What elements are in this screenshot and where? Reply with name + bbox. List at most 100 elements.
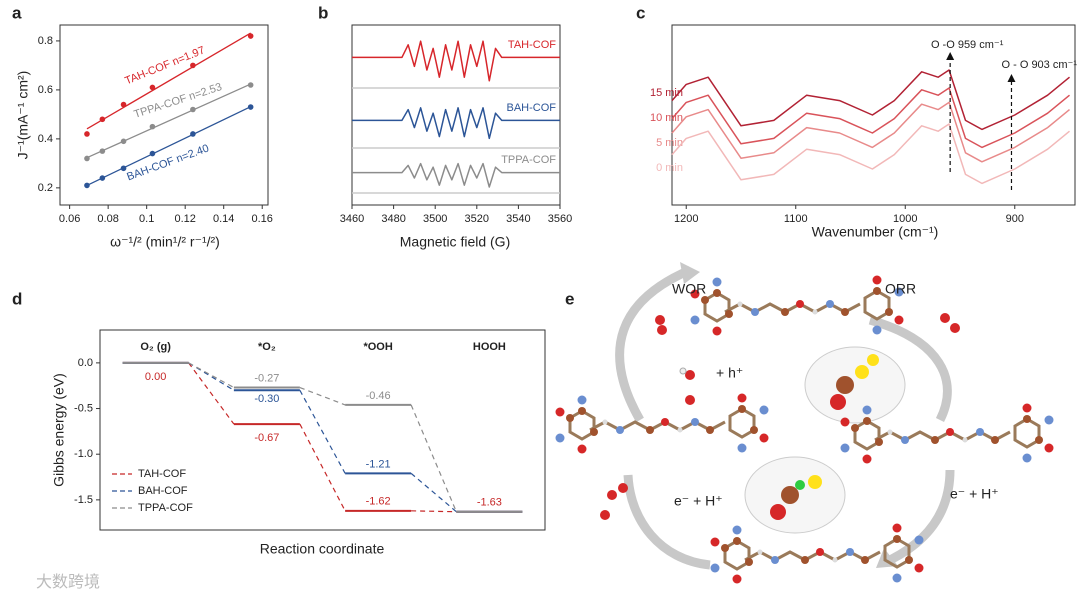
panel-letter: e [565,289,574,308]
point [247,104,254,110]
y-tick-label: 0.2 [38,182,53,194]
value-label: -0.30 [254,393,279,405]
point [120,101,127,108]
panel-letter: a [12,3,22,22]
connector [299,389,346,474]
series-line [671,101,1071,163]
y-tick-label: 0.6 [38,84,53,96]
point [190,106,196,113]
cycle-arrow [623,474,711,570]
x-axis-label: Wavenumber (cm⁻¹) [812,224,939,240]
cycle-arrow [615,265,692,423]
series-label: TAH-COF [508,39,556,51]
value-label: -0.27 [254,372,279,384]
zoom-bubble [804,346,906,424]
connector [299,423,346,512]
category-label: O₂ (g) [140,341,171,353]
label: e⁻ + H⁺ [950,486,999,502]
value-label: -1.63 [477,497,502,509]
x-tick-label: 0.12 [174,213,195,225]
y-tick-label: 0.4 [38,133,53,145]
label: ORR [885,281,916,297]
x-axis-label: Magnetic field (G) [400,234,510,250]
annotation: O - O 903 cm⁻¹ [1002,59,1078,71]
series-line [671,123,1071,185]
y-tick-label: 0.8 [38,35,53,47]
x-tick-label: 0.08 [97,213,118,225]
value-label: -1.21 [366,458,391,470]
point [120,138,127,145]
fit-line [86,32,251,130]
x-tick-label: 0.1 [139,213,154,225]
fit-line [86,83,251,159]
series-line [352,40,560,82]
point [120,165,127,172]
panel-e: e WOR ORR + h⁺ e⁻ + H⁺ e⁻ + H⁺ [554,262,1055,585]
arrowhead [680,262,700,284]
axes-frame [59,24,269,206]
point [190,62,196,69]
y-tick-label: -0.5 [74,402,93,414]
point [84,155,90,162]
annotation: O -O 959 cm⁻¹ [931,39,1004,51]
point [247,82,254,88]
point [190,131,196,137]
x-tick-label: 1000 [893,213,917,225]
connector [188,362,235,391]
annotation: BAH-COF n=2.40 [125,142,210,183]
y-tick-label: -1.5 [74,494,93,506]
label: + h⁺ [716,365,743,381]
category-label: *OOH [363,341,392,353]
connector [299,386,346,406]
point [99,116,106,123]
y-axis-label: Gibbs energy (eV) [51,373,67,487]
series-label: 0 min [656,162,683,174]
x-tick-label: 3500 [423,213,447,225]
x-tick-label: 1100 [784,213,808,225]
series-line [671,69,1071,131]
series-label: 5 min [656,137,683,149]
label: e⁻ + H⁺ [674,493,723,509]
connector [410,472,457,513]
point [247,33,254,39]
fit-line [86,106,251,187]
x-tick-label: 0.14 [213,213,234,225]
watermark: 大数跨境 [36,572,100,591]
cycle-arrow [868,315,952,423]
axes-frame [99,329,546,531]
legend-label: TPPA-COF [138,502,193,514]
value-label: 0.00 [145,371,166,383]
x-axis-label: ω⁻¹/² (min¹/² r⁻¹/²) [110,234,220,250]
x-tick-label: 3520 [465,213,489,225]
x-tick-label: 0.16 [252,213,273,225]
series-label: BAH-COF [507,102,557,114]
axes-frame [671,24,1076,206]
series-label: 15 min [650,87,683,99]
series-label: 10 min [650,112,683,124]
legend-label: BAH-COF [138,485,188,497]
arrowhead [946,52,955,60]
series-line [352,107,560,140]
point [99,175,106,181]
label: WOR [672,281,706,297]
panel-letter: d [12,289,22,308]
point [84,131,90,137]
category-label: HOOH [473,341,506,353]
x-tick-label: 3480 [381,213,405,225]
series-line [671,87,1071,149]
connector [410,404,457,512]
value-label: -0.67 [254,432,279,444]
series-line [352,162,560,188]
point [149,84,156,91]
panel-letter: b [318,3,328,22]
x-tick-label: 0.06 [59,213,80,225]
x-tick-label: 900 [1006,213,1024,225]
x-axis-label: Reaction coordinate [260,541,385,557]
arrowhead [1007,74,1016,82]
x-tick-label: 3460 [340,213,364,225]
value-label: -1.62 [366,496,391,508]
x-tick-label: 3560 [548,213,572,225]
panel-letter: c [636,3,645,22]
point [84,182,90,189]
